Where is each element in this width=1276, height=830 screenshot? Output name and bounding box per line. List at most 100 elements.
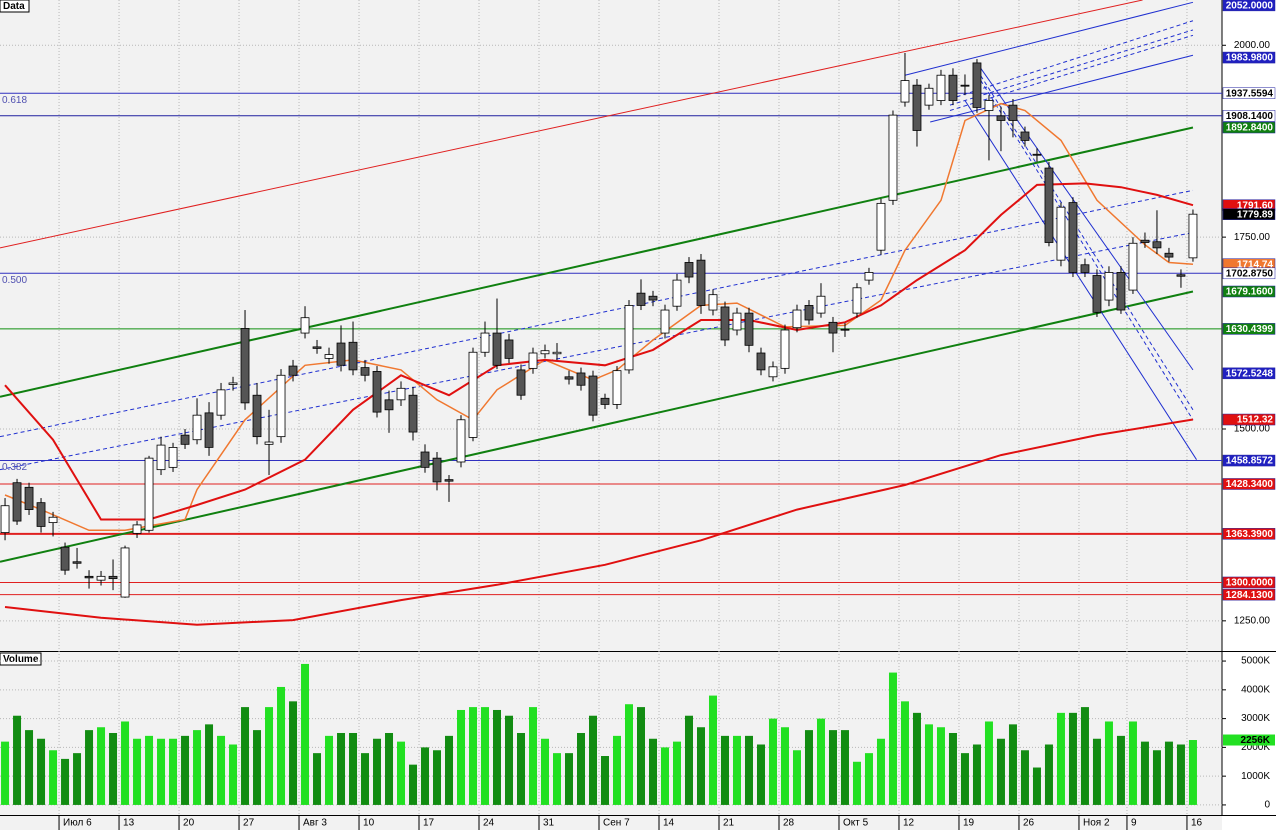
candle-body [312,346,322,349]
volume-bar [828,730,837,805]
candle-body [336,342,346,366]
candle-body [600,397,610,405]
candle-body [840,328,850,331]
candle-body [780,329,790,369]
volume-bar [684,715,693,805]
trendline [930,54,1194,123]
volume-bar [109,732,118,805]
volume-label-box [1223,734,1275,746]
price-label-box [1222,208,1276,220]
price-label: 1679.1600 [1226,287,1274,298]
candle-body [540,350,550,355]
volume-bar [145,735,154,805]
candle-body [132,524,142,534]
candle-body [792,309,802,329]
volume-bar [672,741,681,805]
volume-tick-label: 3000K [1241,713,1270,724]
volume-bar [433,750,442,805]
candle-body [504,339,514,359]
candle-body [888,114,898,201]
candle-body [204,412,214,448]
volume-bar [924,724,933,805]
volume-bar [780,727,789,805]
volume-bar [121,721,130,805]
volume-bar [816,718,825,805]
trendline [904,1,1194,76]
candle-body [264,441,274,445]
volume-bar [205,724,214,805]
x-tick-label: Сен 7 [603,818,630,829]
x-tick-label: 20 [183,818,195,829]
price-label-box [1222,528,1276,540]
volume-bar [792,750,801,805]
x-tick-label: Окт 5 [843,818,869,829]
volume-bar [660,747,669,805]
volume-bar [493,709,502,805]
candle-body [1080,264,1090,273]
volume-bar [720,735,729,805]
trendline [949,34,1194,111]
volume-bar [804,730,813,805]
x-tick-label: 27 [243,818,255,829]
price-label: 1363.3900 [1226,529,1274,540]
volume-bar [1176,744,1185,805]
price-label: 1300.0000 [1226,578,1274,589]
price-label: 1702.8750 [1226,268,1274,279]
volume-bar [85,730,94,805]
volume-bar [169,738,178,805]
candle-body [516,369,526,396]
candle-body [276,374,286,438]
price-label-box [1222,588,1276,601]
candle-body [1164,252,1174,258]
volume-bar [1128,721,1137,805]
volume-bar [1116,735,1125,805]
candle-body [972,62,982,108]
price-label: 1779.89 [1237,209,1274,220]
volume-bar [1080,707,1089,805]
candle-body [96,575,106,581]
candle-body [348,341,358,371]
volume-bar [541,738,550,805]
price-label: 1630.4399 [1226,324,1274,335]
candle-body [408,394,418,433]
volume-bar [325,735,334,805]
volume-bar [49,750,58,805]
price-label: 1892.8400 [1226,123,1274,134]
candle-body [0,505,10,533]
candle-body [864,272,874,281]
candle-body [444,479,454,482]
volume-bar [601,756,610,805]
candle-body [84,575,94,579]
candle-body [420,451,430,468]
price-label-box [1222,478,1276,490]
volume-bar [1032,767,1041,805]
price-label: 2052.0000 [1226,1,1274,12]
volume-bar [1164,741,1173,805]
volume-bar [900,701,909,805]
candle-body [924,87,934,106]
volume-bar [756,744,765,805]
volume-bar [385,732,394,805]
candle-body [372,371,382,413]
volume-bar [984,721,993,805]
volume-bar [648,738,657,805]
volume-bar [577,732,586,805]
volume-bar [948,732,957,805]
candle-body [588,375,598,416]
volume-bar [876,738,885,805]
volume-bar [13,715,22,805]
volume-bar [708,695,717,805]
x-tick-label: 16 [1191,818,1203,829]
volume-bar [289,701,298,805]
candle-body [936,74,946,101]
panel-title: Volume [3,654,39,665]
candle-body [1008,104,1018,121]
candle-body [828,321,838,334]
x-tick-label: 28 [783,818,795,829]
price-label-box [1222,267,1276,280]
volume-bar [1020,750,1029,805]
panel-title-box [0,0,30,13]
volume-label: 2256K [1241,735,1271,746]
price-label: 1428.3400 [1226,479,1274,490]
trendline [949,29,1194,106]
